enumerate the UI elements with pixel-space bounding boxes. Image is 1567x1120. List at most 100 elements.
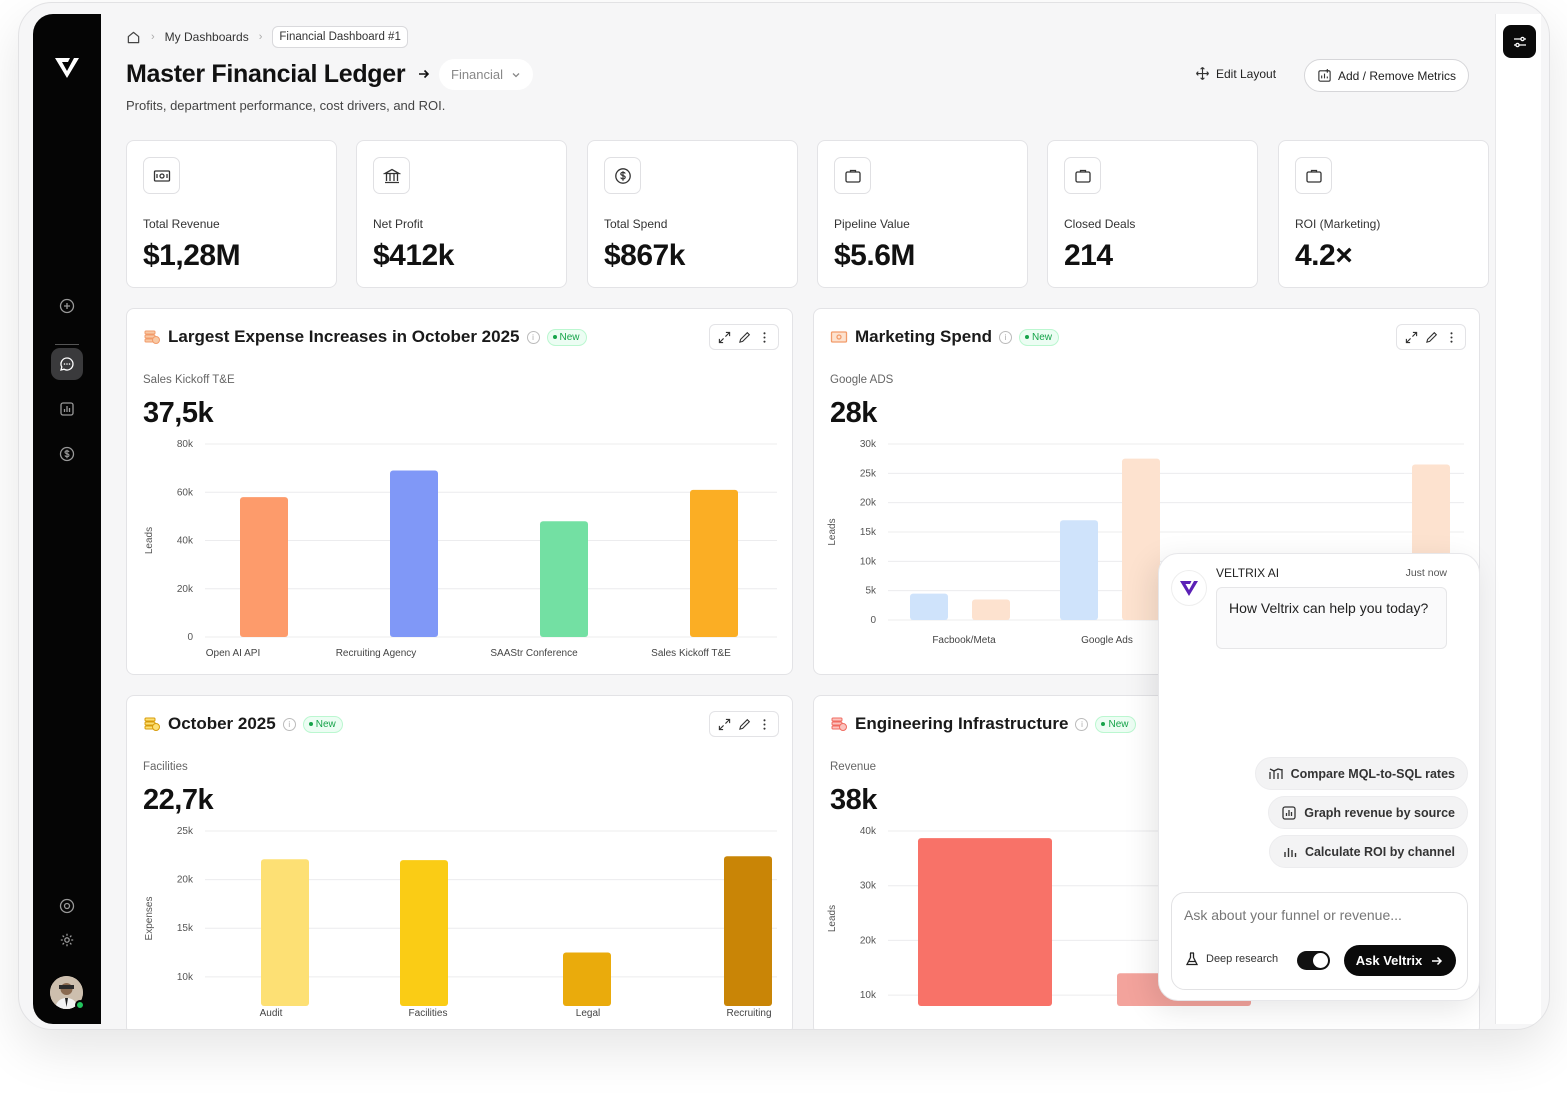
- veltrix-ai-logo-icon: [1171, 570, 1207, 606]
- x-tick-label: Google Ads: [1081, 635, 1133, 646]
- main-content: › My Dashboards › Financial Dashboard #1…: [101, 14, 1495, 1029]
- badge-label: New: [559, 331, 580, 343]
- edit-icon[interactable]: [1425, 331, 1438, 344]
- panel-title: October 2025: [168, 714, 276, 733]
- kpi-card-roi-marketing[interactable]: ROI (Marketing) 4.2×: [1278, 140, 1489, 288]
- y-tick-label: 20k: [177, 875, 194, 886]
- info-icon[interactable]: i: [1075, 717, 1089, 731]
- funnel-chart-icon: [1268, 767, 1283, 779]
- kpi-card-pipeline-value[interactable]: Pipeline Value $5.6M: [817, 140, 1028, 288]
- chart-add-icon: [1318, 68, 1331, 82]
- x-tick-label: Recruiting Agency: [336, 648, 417, 659]
- ai-timestamp: Just now: [1405, 567, 1447, 579]
- panel-header: Largest Expense Increases in October 202…: [143, 327, 587, 347]
- chevron-down-icon: [512, 72, 520, 77]
- edit-layout-button[interactable]: Edit Layout: [1195, 66, 1276, 81]
- add-icon[interactable]: [51, 290, 83, 322]
- y-tick-label: 40k: [177, 536, 194, 547]
- x-tick-label: Legal: [576, 1008, 600, 1019]
- expand-icon[interactable]: [718, 718, 731, 731]
- chart-bar[interactable]: [972, 599, 1010, 620]
- kpi-label: Pipeline Value: [834, 217, 910, 231]
- kpi-card-total-spend[interactable]: Total Spend $867k: [587, 140, 798, 288]
- kpi-card-total-revenue[interactable]: Total Revenue $1,28M: [126, 140, 337, 288]
- y-tick-label: 40k: [860, 826, 877, 837]
- suggestion-graph-revenue[interactable]: Graph revenue by source: [1268, 796, 1468, 829]
- expand-icon[interactable]: [718, 331, 731, 344]
- chart-bar[interactable]: [400, 860, 448, 1006]
- y-axis-label: Leads: [827, 905, 838, 932]
- breadcrumb-current[interactable]: Financial Dashboard #1: [272, 26, 408, 48]
- chart-bar[interactable]: [540, 521, 588, 637]
- dollar-icon[interactable]: [51, 438, 83, 470]
- ai-prompt-input[interactable]: [1184, 907, 1454, 923]
- chart-bar[interactable]: [1060, 520, 1098, 620]
- breadcrumb-parent[interactable]: My Dashboards: [164, 30, 249, 44]
- chart-icon[interactable]: [51, 393, 83, 425]
- x-tick-label: SAAStr Conference: [490, 648, 578, 659]
- bank-icon: [373, 157, 410, 194]
- suggestion-label: Compare MQL-to-SQL rates: [1290, 766, 1455, 781]
- x-tick-label: Recruiting: [726, 1008, 771, 1019]
- right-rail: [1495, 14, 1541, 1024]
- chart-bar[interactable]: [240, 497, 288, 637]
- chart-bar[interactable]: [563, 952, 611, 1006]
- new-badge: New: [546, 328, 587, 346]
- settings-sliders-button[interactable]: [1503, 25, 1536, 58]
- panel-title: Largest Expense Increases in October 202…: [168, 327, 520, 346]
- support-icon[interactable]: [51, 890, 83, 922]
- chart-bar[interactable]: [1122, 458, 1160, 620]
- suggestion-compare-mql-sql[interactable]: Compare MQL-to-SQL rates: [1254, 757, 1468, 790]
- suggestion-calculate-roi[interactable]: Calculate ROI by channel: [1268, 835, 1468, 868]
- chart-bar[interactable]: [390, 470, 438, 637]
- category-select[interactable]: Financial: [439, 59, 534, 90]
- expand-icon[interactable]: [1405, 331, 1418, 344]
- chart-bar[interactable]: [724, 856, 772, 1006]
- metric-label: Revenue: [830, 761, 877, 773]
- veltrix-logo-icon[interactable]: [51, 52, 83, 84]
- edit-icon[interactable]: [738, 718, 751, 731]
- x-tick-label: Facilities: [409, 1008, 448, 1019]
- chat-icon[interactable]: [51, 348, 83, 380]
- chart-bar[interactable]: [261, 859, 309, 1006]
- metric-label: Google ADS: [830, 374, 894, 386]
- sidebar: [33, 14, 101, 1024]
- more-icon[interactable]: [758, 718, 771, 731]
- more-icon[interactable]: [758, 331, 771, 344]
- edit-icon[interactable]: [738, 331, 751, 344]
- kpi-value: 4.2×: [1295, 239, 1353, 272]
- online-status-dot: [75, 1000, 85, 1010]
- chart-bar[interactable]: [690, 489, 738, 637]
- deep-research-toggle[interactable]: [1297, 951, 1330, 970]
- y-tick-label: 30k: [860, 881, 877, 892]
- chart-bar[interactable]: [918, 838, 1052, 1006]
- ai-name: VELTRIX AI: [1216, 566, 1280, 580]
- arrow-right-icon[interactable]: [417, 67, 431, 86]
- coins-icon: [144, 330, 160, 344]
- metric-label: Sales Kickoff T&E: [143, 374, 235, 386]
- info-icon[interactable]: i: [282, 717, 296, 731]
- x-tick-label: Facbook/Meta: [932, 635, 996, 646]
- add-remove-metrics-button[interactable]: Add / Remove Metrics: [1304, 59, 1470, 92]
- y-tick-label: 10k: [860, 556, 877, 567]
- kpi-card-closed-deals[interactable]: Closed Deals 214: [1047, 140, 1258, 288]
- category-value: Financial: [451, 67, 504, 82]
- add-remove-metrics-label: Add / Remove Metrics: [1338, 68, 1457, 83]
- info-icon[interactable]: i: [998, 330, 1012, 344]
- coins-icon: [831, 717, 847, 731]
- ask-veltrix-button[interactable]: Ask Veltrix: [1344, 945, 1456, 976]
- panel-header: October 2025 i New: [143, 714, 343, 734]
- home-icon[interactable]: [126, 30, 141, 45]
- gear-icon[interactable]: [51, 924, 83, 956]
- panel-toolbar: [709, 324, 779, 350]
- new-badge: New: [302, 715, 343, 733]
- panel-october-2025: October 2025 i New Facilities 22,7k 10k 1…: [126, 695, 793, 1029]
- kpi-card-net-profit[interactable]: Net Profit $412k: [356, 140, 567, 288]
- info-icon[interactable]: i: [526, 330, 540, 344]
- more-icon[interactable]: [1445, 331, 1458, 344]
- breadcrumb-separator: ›: [151, 31, 155, 43]
- y-axis-label: Leads: [144, 527, 155, 554]
- flask-icon: [1185, 952, 1199, 966]
- chart-bar[interactable]: [910, 593, 948, 620]
- kpi-label: ROI (Marketing): [1295, 217, 1381, 231]
